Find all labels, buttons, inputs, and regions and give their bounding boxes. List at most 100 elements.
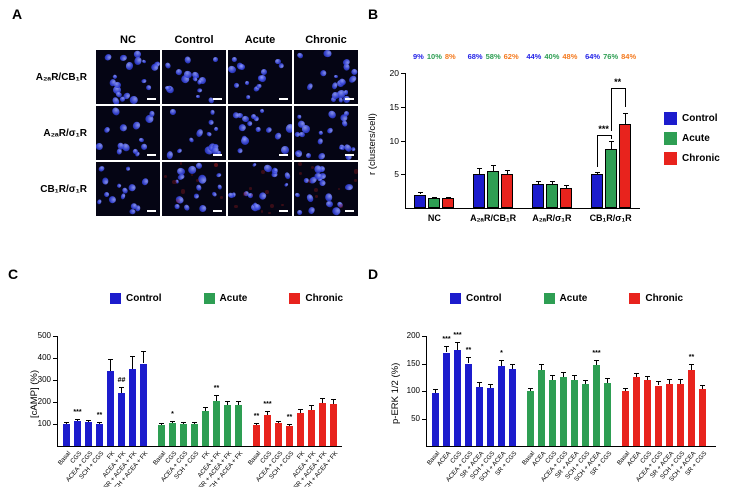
- red-stain: [163, 174, 168, 179]
- red-stain: [338, 204, 343, 209]
- error-bar-cap: [689, 363, 694, 365]
- bar: [454, 349, 461, 446]
- percent-labels: 44% 40% 48%: [517, 52, 587, 61]
- chronic-color-swatch: [289, 293, 301, 304]
- panel-b-label: B: [368, 6, 379, 22]
- cell-nucleus: [132, 55, 142, 65]
- microscopy-image: [162, 162, 226, 216]
- scale-bar: [279, 210, 288, 212]
- significance-mark: **: [253, 412, 260, 420]
- cell-nucleus: [347, 74, 358, 84]
- chronic-color-swatch: [664, 152, 677, 165]
- legend-item-acute: Acute: [664, 132, 710, 145]
- bar: [655, 385, 662, 446]
- cell-nucleus: [215, 171, 223, 178]
- red-stain: [353, 168, 358, 174]
- scale-bar: [147, 154, 156, 156]
- cell-nucleus: [344, 183, 354, 191]
- red-stain: [220, 195, 223, 199]
- panel-c-label: C: [8, 266, 19, 282]
- bar: [414, 194, 427, 208]
- cell-nucleus: [318, 130, 324, 136]
- error-bar-cap: [276, 420, 281, 422]
- percent-labels: 64% 76% 84%: [576, 52, 646, 61]
- cell-nucleus: [102, 125, 111, 134]
- error-bar: [110, 359, 111, 372]
- scale-bar: [279, 98, 288, 100]
- bar: [688, 370, 695, 446]
- y-tick-label: 500: [37, 331, 51, 340]
- error-bar-cap: [64, 422, 69, 424]
- error-bar-cap: [159, 423, 164, 425]
- chart-c-legend: Control Acute Chronic: [110, 292, 343, 305]
- error-bar-cap: [477, 382, 482, 384]
- error-bar: [238, 401, 239, 406]
- cell-nucleus: [343, 89, 349, 95]
- microscopy-image: [96, 162, 160, 216]
- scale-bar: [147, 210, 156, 212]
- error-bar-cap: [667, 379, 672, 381]
- error-bar: [624, 112, 626, 124]
- red-stain: [315, 195, 318, 198]
- cell-nucleus: [294, 191, 301, 198]
- error-bar-cap: [656, 381, 661, 383]
- error-bar-cap: [309, 405, 314, 407]
- error-bar-cap: [535, 181, 541, 182]
- bar: [531, 184, 544, 208]
- red-stain: [248, 187, 252, 190]
- error-bar: [205, 406, 206, 411]
- legend-item-control: Control: [664, 112, 718, 125]
- legend-item-acute: Acute: [543, 292, 587, 305]
- cell-nucleus: [232, 82, 240, 90]
- error-bar-cap: [634, 372, 639, 374]
- cell-nucleus: [193, 194, 200, 200]
- cell-nucleus: [164, 61, 172, 70]
- control-color-swatch: [664, 112, 677, 125]
- cell-nucleus: [307, 206, 316, 216]
- y-tick-label: 50: [411, 413, 420, 423]
- bar: [118, 393, 125, 446]
- cell-nucleus: [236, 147, 244, 155]
- error-bar: [300, 409, 301, 413]
- sig-bracket-leg: [610, 88, 612, 131]
- cell-nucleus: [216, 184, 223, 191]
- error-bar-cap: [75, 418, 80, 420]
- significance-mark: **: [286, 414, 293, 421]
- significance-mark: ***: [263, 401, 272, 409]
- error-bar: [227, 400, 228, 406]
- chart-d: Control Acute Chronic p-ERK 1/2 (%) 50 10…: [390, 276, 737, 487]
- cell-nucleus: [205, 131, 213, 138]
- percent-label: 76%: [603, 52, 619, 61]
- cell-nucleus: [251, 162, 258, 168]
- bar: [582, 384, 589, 446]
- y-tick-label: 100: [406, 386, 420, 395]
- scale-bar: [147, 98, 156, 100]
- cell-nucleus: [317, 178, 327, 188]
- cell-nucleus: [129, 209, 136, 215]
- error-bar-cap: [287, 424, 292, 425]
- bar: [560, 377, 567, 446]
- y-tick-mark: [401, 73, 405, 74]
- cell-nucleus: [127, 182, 137, 192]
- legend-label-control: Control: [682, 113, 718, 124]
- cell-nucleus: [210, 110, 215, 115]
- red-stain: [175, 199, 180, 204]
- cell-nucleus: [258, 107, 265, 114]
- microscopy-image: [294, 106, 358, 160]
- cell-nucleus: [96, 142, 104, 150]
- scale-bar: [345, 154, 354, 156]
- error-bar: [507, 169, 509, 175]
- bar: [180, 424, 187, 446]
- error-bar-cap: [572, 374, 577, 376]
- bar: [202, 410, 209, 446]
- column-header: Acute: [244, 34, 276, 46]
- error-bar-cap: [418, 192, 424, 194]
- cell-nucleus: [294, 131, 301, 139]
- percent-label: 10%: [426, 52, 442, 61]
- chart-c: Control Acute Chronic [cAMP] (%) 100 200 3…: [25, 276, 370, 487]
- error-bar: [322, 397, 323, 404]
- error-bar: [446, 345, 447, 353]
- error-bar-cap: [608, 140, 614, 142]
- bar: [545, 184, 558, 208]
